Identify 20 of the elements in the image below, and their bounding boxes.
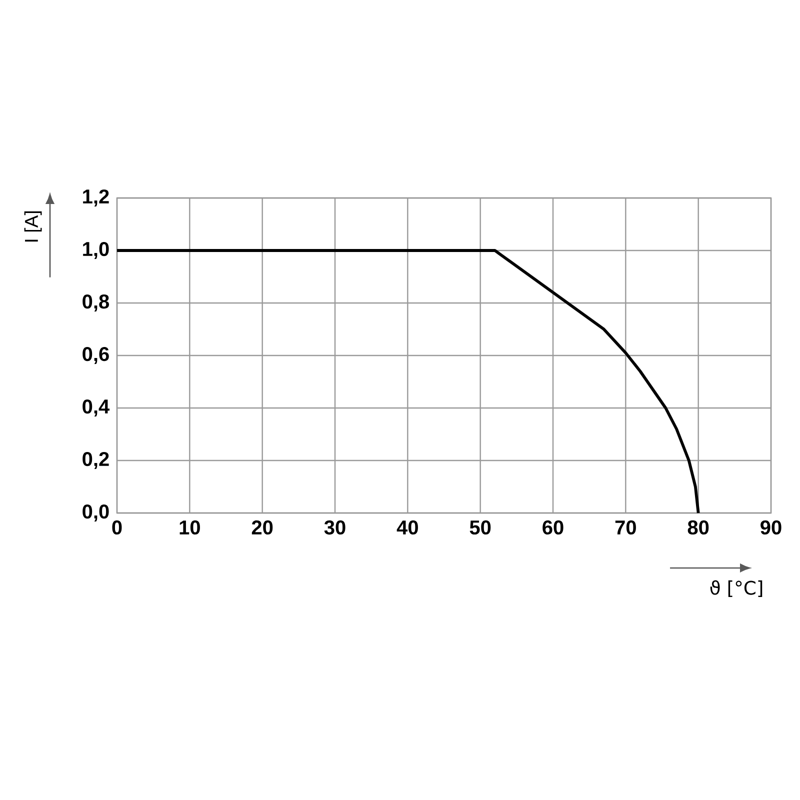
y-axis-title: I [A] — [24, 211, 42, 242]
x-axis-title: ϑ [°C] — [710, 580, 762, 598]
y-tick-label: 1,0 — [83, 242, 109, 260]
y-tick-label: 0,8 — [82, 294, 109, 312]
x-tick-label: 70 — [615, 520, 636, 535]
y-tick-label: 0,6 — [82, 346, 109, 364]
x-tick-label: 10 — [180, 520, 200, 535]
x-tick-label: 50 — [470, 520, 491, 535]
x-tick-label: 0 — [112, 520, 122, 535]
y-tick-label: 0,2 — [82, 452, 109, 470]
x-tick-label: 40 — [396, 520, 418, 535]
line-series — [116, 249, 700, 514]
y-tick-label: 1,2 — [83, 189, 109, 207]
x-tick-label: 80 — [688, 520, 709, 535]
x-tick-label: 20 — [252, 520, 273, 535]
x-tick-label: 30 — [324, 520, 346, 535]
x-tick-label: 60 — [542, 520, 564, 535]
y-tick-label: 0,0 — [82, 504, 109, 522]
y-tick-label: 0,4 — [82, 399, 110, 417]
x-tick-label: 90 — [760, 520, 782, 535]
